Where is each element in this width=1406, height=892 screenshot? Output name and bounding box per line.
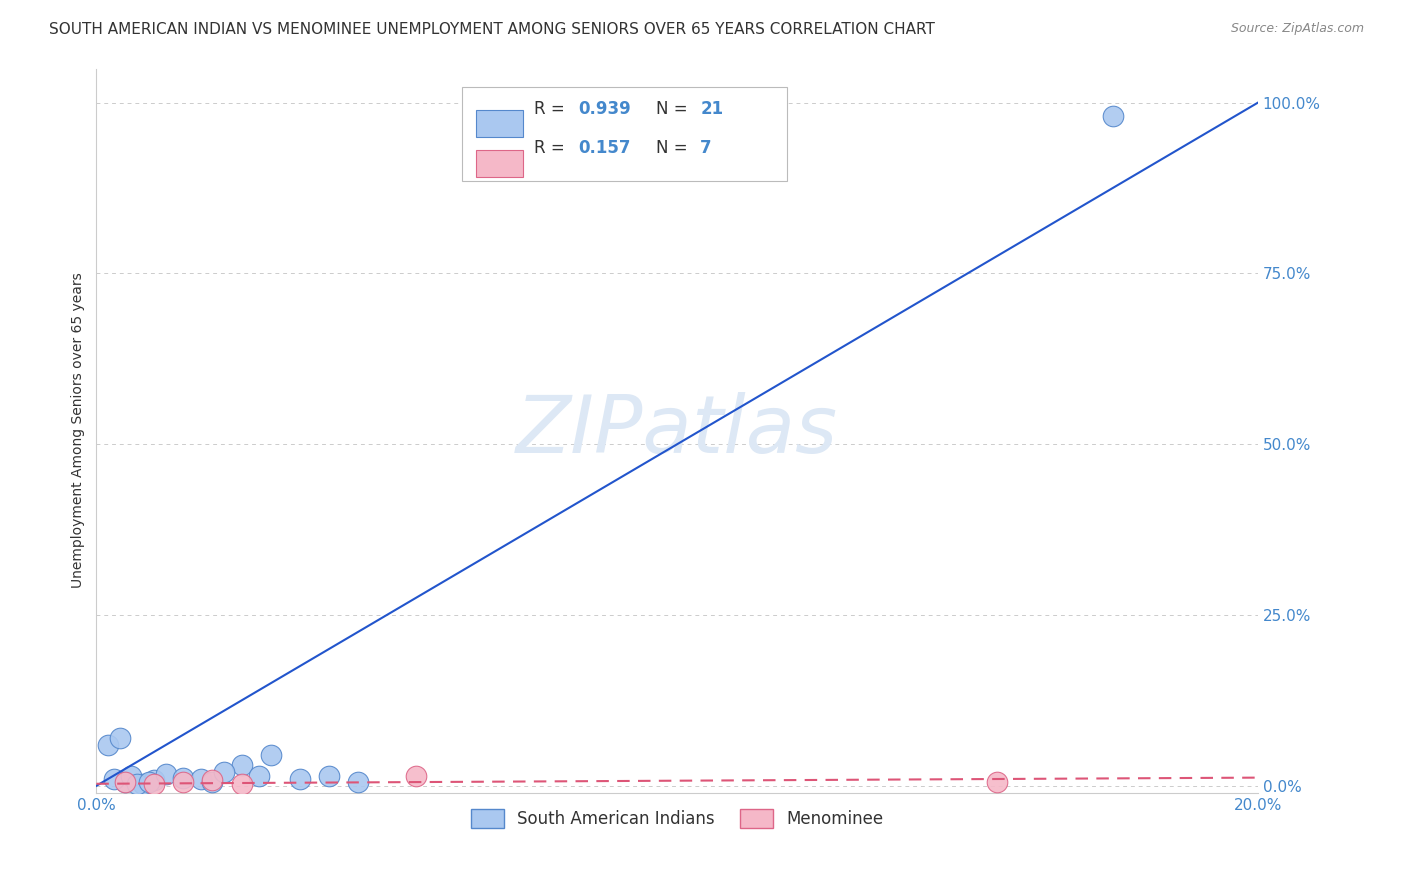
Point <box>108 731 131 745</box>
Point <box>346 775 368 789</box>
Point <box>125 777 148 791</box>
Text: Source: ZipAtlas.com: Source: ZipAtlas.com <box>1230 22 1364 36</box>
Point <box>259 748 281 763</box>
Text: 0.157: 0.157 <box>578 139 631 158</box>
Point <box>201 775 224 789</box>
Point <box>231 777 253 791</box>
Point <box>103 772 125 786</box>
Y-axis label: Unemployment Among Seniors over 65 years: Unemployment Among Seniors over 65 years <box>72 273 86 589</box>
Point <box>201 773 224 788</box>
Text: N =: N = <box>657 139 693 158</box>
Point <box>132 777 155 791</box>
Point <box>405 768 427 782</box>
Point <box>318 768 340 782</box>
Text: 21: 21 <box>700 100 724 118</box>
Point <box>172 775 194 789</box>
Point <box>97 738 120 752</box>
FancyBboxPatch shape <box>463 87 787 181</box>
Text: 7: 7 <box>700 139 711 158</box>
Point <box>143 773 166 788</box>
Point <box>172 771 194 785</box>
Point <box>231 758 253 772</box>
Point <box>155 766 177 780</box>
Point <box>1101 109 1123 123</box>
Text: ZIPatlas: ZIPatlas <box>516 392 838 469</box>
Point <box>143 777 166 791</box>
Point <box>138 775 160 789</box>
Point <box>986 775 1008 789</box>
Text: SOUTH AMERICAN INDIAN VS MENOMINEE UNEMPLOYMENT AMONG SENIORS OVER 65 YEARS CORR: SOUTH AMERICAN INDIAN VS MENOMINEE UNEMP… <box>49 22 935 37</box>
Point <box>114 775 136 789</box>
Text: R =: R = <box>534 139 571 158</box>
Text: N =: N = <box>657 100 693 118</box>
Point <box>120 768 142 782</box>
FancyBboxPatch shape <box>477 150 523 178</box>
FancyBboxPatch shape <box>477 110 523 137</box>
Text: 0.939: 0.939 <box>578 100 631 118</box>
Point <box>190 772 212 786</box>
Legend: South American Indians, Menominee: South American Indians, Menominee <box>464 803 890 835</box>
Point <box>114 775 136 789</box>
Point <box>288 772 311 786</box>
Point <box>212 765 235 780</box>
Text: R =: R = <box>534 100 571 118</box>
Point <box>247 768 270 782</box>
